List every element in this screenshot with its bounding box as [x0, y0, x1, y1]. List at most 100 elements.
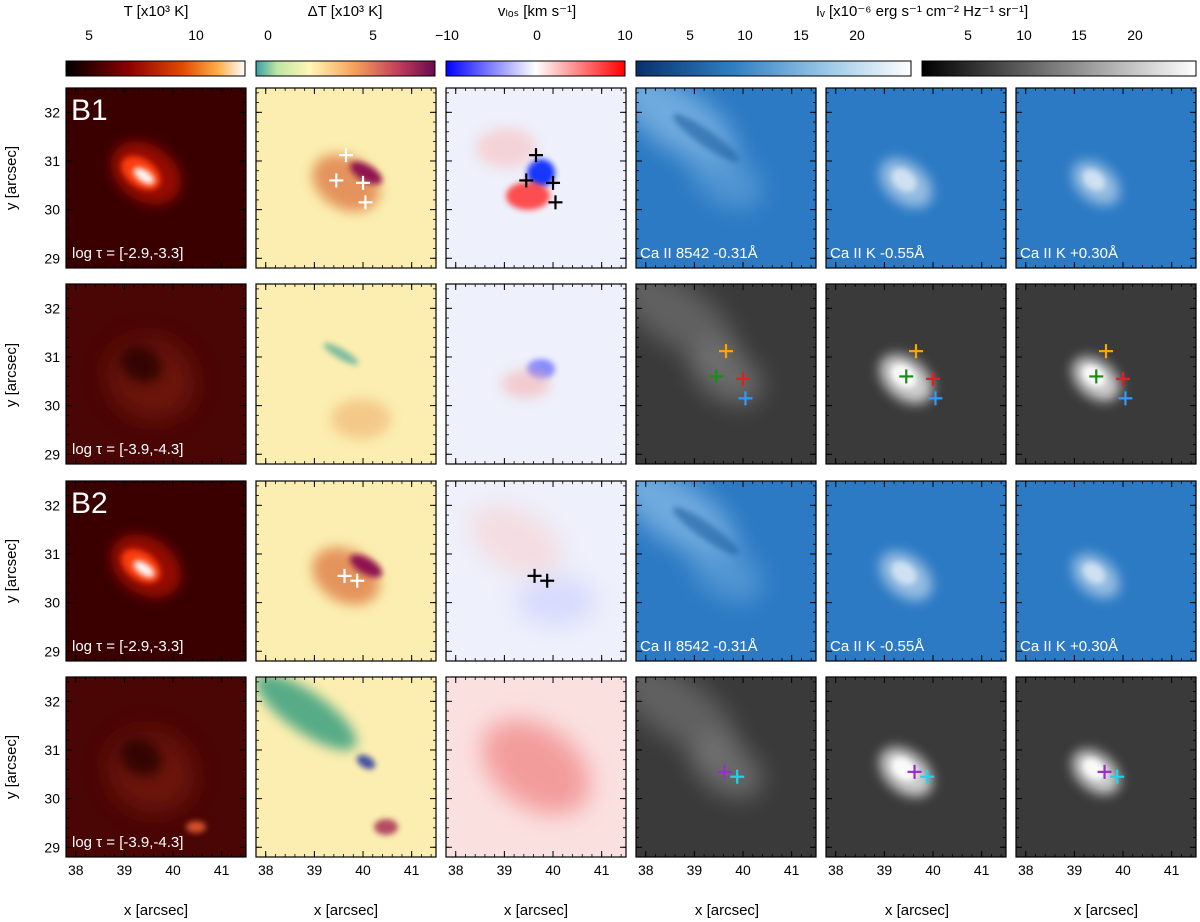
position-marker — [1099, 344, 1113, 359]
colorbar-tick-label: 20 — [1127, 27, 1143, 43]
x-tick-label: 41 — [214, 862, 230, 878]
panel-frame — [635, 676, 817, 858]
panel-frame — [255, 283, 437, 465]
y-axis-label: y [arcsec] — [3, 539, 20, 603]
panel-image — [826, 284, 1006, 464]
colorbar-title: T [x10³ K] — [124, 3, 189, 20]
x-tick-label: 40 — [165, 862, 181, 878]
panel-frame — [825, 480, 1007, 662]
panel-image — [826, 677, 1006, 857]
intensity-feature — [672, 507, 740, 555]
position-marker — [907, 764, 922, 779]
panel-frame — [825, 676, 1007, 858]
position-marker — [920, 769, 935, 784]
position-marker — [1097, 764, 1112, 779]
x-tick-label: 38 — [1018, 862, 1034, 878]
x-tick-label: 41 — [594, 862, 610, 878]
x-tick-label: 38 — [638, 862, 654, 878]
panel-image — [1016, 88, 1196, 268]
panel-frame — [445, 87, 627, 269]
y-tick-label: 32 — [44, 104, 60, 120]
position-marker — [709, 369, 724, 384]
colorbar-gradient — [921, 60, 1197, 77]
position-marker — [730, 769, 745, 784]
intensity-feature — [476, 128, 536, 168]
optical-depth-label: log τ = [-2.9,-3.3] — [72, 245, 183, 262]
colorbar-tick-label: 10 — [188, 27, 204, 43]
x-tick-label: 40 — [925, 862, 941, 878]
x-axis-label: x [arcsec] — [1074, 902, 1138, 919]
position-marker — [926, 371, 941, 386]
intensity-feature — [470, 504, 562, 578]
colorbar-title: vₗₒₛ [km s⁻¹] — [498, 3, 576, 20]
panel-r2-c2 — [255, 283, 437, 465]
y-tick-label: 30 — [44, 398, 60, 414]
x-tick-label: 38 — [68, 862, 84, 878]
panel-r2-c5 — [825, 283, 1007, 465]
intensity-feature — [502, 370, 550, 398]
panel-image — [256, 481, 436, 661]
panel-frame — [825, 87, 1007, 269]
panel-frame — [445, 480, 627, 662]
x-tick-label: 39 — [117, 862, 133, 878]
panel-image — [1016, 677, 1196, 857]
panel-r4-c4: 38 39 40 41 — [635, 676, 817, 878]
panel-image — [446, 88, 626, 268]
position-marker — [899, 369, 914, 384]
colorbar-tick-label: 0 — [264, 27, 272, 43]
panel-r3-c4: Ca II 8542 -0.31Å — [635, 480, 817, 662]
spectral-channel-label: Ca II K +0.30Å — [1020, 245, 1118, 262]
colorbar-tick-label: 10 — [737, 27, 753, 43]
position-marker — [356, 175, 371, 190]
colorbar-tick-label: 15 — [793, 27, 809, 43]
colorbar-gradient — [65, 60, 246, 77]
panel-frame — [825, 283, 1007, 465]
intensity-feature — [516, 576, 596, 626]
panel-r1-c2 — [255, 87, 437, 269]
panel-image — [256, 677, 436, 857]
intensity-feature — [690, 147, 762, 209]
panel-frame — [255, 676, 437, 858]
spectral-channel-label: Ca II K +0.30Å — [1020, 638, 1118, 655]
panel-image — [636, 677, 816, 857]
x-tick-label: 41 — [784, 862, 800, 878]
panel-r4-c3: 38 39 40 41 — [445, 676, 627, 878]
y-tick-label: 29 — [44, 250, 60, 266]
y-tick-label: 30 — [44, 791, 60, 807]
colorbar-tick-label: 5 — [85, 27, 93, 43]
panel-r4-c1: 29 30 31 32 38 39 40 41 log τ = [-3.9,-4.3] — [44, 676, 247, 878]
position-marker — [909, 344, 923, 359]
colorbar-tick-label: 5 — [369, 27, 377, 43]
y-tick-label: 31 — [44, 153, 60, 169]
intensity-colorbar-title: Iᵥ [x10⁻⁶ erg s⁻¹ cm⁻² Hz⁻¹ sr⁻¹] — [816, 3, 1028, 20]
panel-frame — [65, 480, 247, 662]
x-tick-label: 39 — [497, 862, 513, 878]
position-marker — [717, 764, 732, 779]
spectral-channel-label: Ca II K -0.55Å — [830, 638, 924, 655]
panel-grid: 29 30 31 32 B1 log τ = [-2.9,-3.3] Ca II 8542 … — [44, 87, 1197, 878]
x-tick-label: 38 — [828, 862, 844, 878]
x-tick-label: 39 — [877, 862, 893, 878]
y-tick-label: 29 — [44, 643, 60, 659]
position-marker — [738, 391, 753, 406]
panel-image — [256, 88, 436, 268]
intensity-feature — [690, 540, 762, 602]
y-axis-label: y [arcsec] — [3, 343, 20, 407]
intensity-feature — [891, 561, 917, 585]
x-axis-label: x [arcsec] — [124, 902, 188, 919]
colorbar-intensity-gray: 5 10 15 20 — [921, 27, 1197, 77]
y-tick-label: 30 — [44, 595, 60, 611]
panel-image — [636, 88, 816, 268]
position-marker — [548, 195, 563, 210]
panel-r3-c1: 29 30 31 32 B2 log τ = [-2.9,-3.3] — [44, 480, 247, 662]
intensity-feature — [1082, 169, 1106, 191]
position-marker — [339, 148, 353, 163]
colorbar-tick-label: 10 — [617, 27, 633, 43]
colorbar-gradient — [255, 60, 436, 77]
position-marker — [1118, 391, 1133, 406]
colorbar-tick-label: 10 — [1016, 27, 1032, 43]
panel-frame — [1015, 283, 1197, 465]
colorbar-tick-label: −10 — [435, 27, 459, 43]
spectral-channel-label: Ca II K -0.55Å — [830, 245, 924, 262]
